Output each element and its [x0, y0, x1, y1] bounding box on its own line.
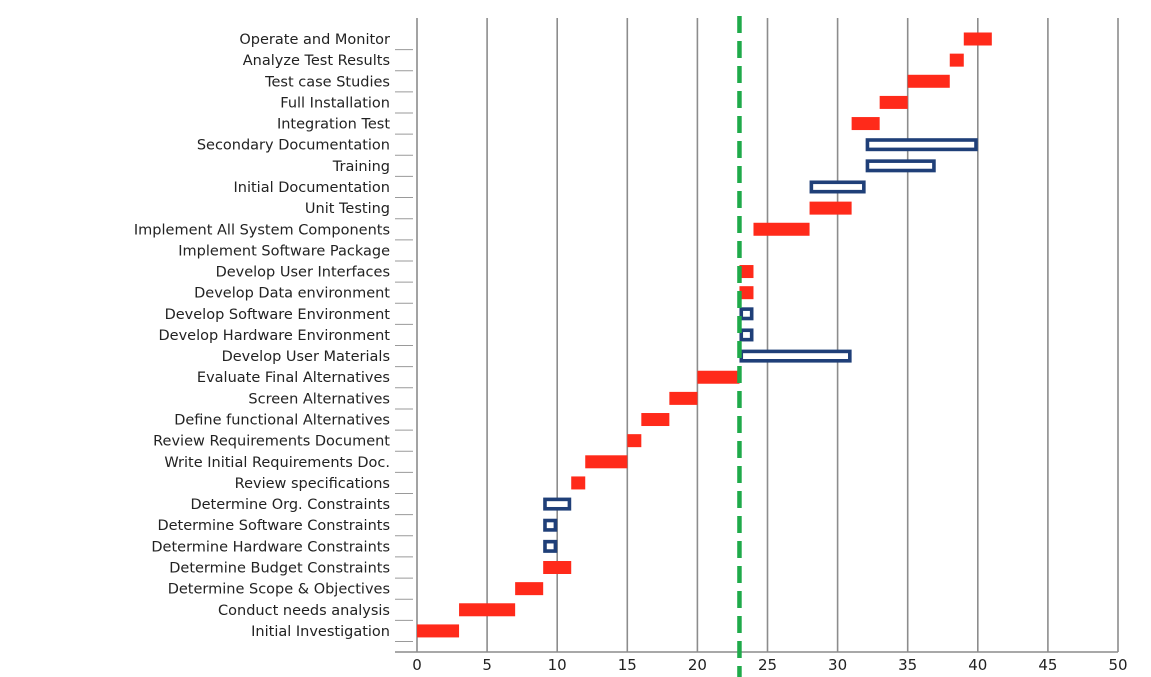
- task-bar-filled: [949, 53, 964, 67]
- task-label: Training: [332, 159, 390, 175]
- grid-lines: [395, 18, 1119, 653]
- task-bar-filled: [417, 624, 460, 638]
- task-label: Test case Studies: [264, 74, 390, 90]
- task-bar-filled: [809, 201, 852, 215]
- x-tick-label: 15: [618, 656, 637, 674]
- task-bar-outline: [739, 307, 754, 321]
- task-bar-filled: [585, 455, 628, 469]
- x-tick-label: 20: [688, 656, 707, 674]
- task-label: Initial Investigation: [251, 624, 390, 640]
- task-label: Develop Software Environment: [165, 307, 391, 323]
- task-bar-filled: [571, 476, 586, 490]
- task-label: Determine Software Constraints: [157, 518, 390, 534]
- x-tick-label: 5: [482, 656, 492, 674]
- task-bar-outline: [865, 138, 978, 152]
- x-tick-label: 35: [898, 656, 917, 674]
- task-bars: [417, 32, 992, 638]
- x-tick-label: 50: [1108, 656, 1127, 674]
- task-bar-filled: [669, 391, 698, 405]
- task-bar-filled: [739, 265, 754, 279]
- x-tick-label: 30: [828, 656, 847, 674]
- task-label: Screen Alternatives: [248, 391, 390, 407]
- task-bar-outline: [809, 180, 866, 194]
- task-label: Analyze Test Results: [243, 53, 390, 69]
- task-label: Develop User Materials: [222, 349, 390, 365]
- task-label: Develop Data environment: [194, 286, 390, 302]
- task-label: Integration Test: [277, 117, 390, 133]
- task-bar-outline: [739, 328, 754, 342]
- task-label: Determine Scope & Objectives: [168, 582, 390, 598]
- task-bar-filled: [963, 32, 992, 46]
- x-tick-label: 40: [968, 656, 987, 674]
- task-bar-outline: [543, 497, 572, 511]
- task-label: Implement All System Components: [134, 222, 390, 238]
- task-bar-filled: [543, 561, 572, 574]
- task-bar-outline: [543, 518, 558, 532]
- task-label: Conduct needs analysis: [218, 603, 390, 619]
- task-bar-filled: [851, 117, 880, 131]
- x-tick-label: 0: [412, 656, 422, 674]
- task-label: Full Installation: [280, 95, 390, 111]
- task-bar-filled: [697, 370, 740, 384]
- task-bar-filled: [753, 222, 810, 236]
- task-label: Review specifications: [235, 476, 390, 492]
- task-label: Evaluate Final Alternatives: [197, 370, 390, 386]
- task-bar-filled: [907, 74, 950, 88]
- task-label: Write Initial Requirements Doc.: [164, 455, 390, 471]
- task-bar-filled: [515, 582, 544, 596]
- task-label: Define functional Alternatives: [174, 413, 390, 429]
- x-tick-label: 45: [1038, 656, 1057, 674]
- task-label: Develop Hardware Environment: [158, 328, 390, 344]
- task-bar-outline: [543, 539, 558, 553]
- task-bar-filled: [459, 603, 516, 617]
- task-label: Operate and Monitor: [239, 32, 390, 48]
- task-label: Review Requirements Document: [153, 434, 390, 450]
- x-tick-label: 25: [758, 656, 777, 674]
- task-label: Initial Documentation: [233, 180, 390, 196]
- task-bar-outline: [865, 159, 936, 173]
- task-label: Determine Budget Constraints: [169, 561, 390, 577]
- task-bar-filled: [641, 413, 670, 427]
- task-label: Secondary Documentation: [197, 138, 390, 154]
- x-tick-label: 10: [548, 656, 567, 674]
- task-label: Determine Org. Constraints: [190, 497, 390, 513]
- x-axis-ticks: 0 5 10 15 20 25 30 35 40 45 50: [412, 656, 1127, 674]
- task-bar-outline: [739, 349, 852, 363]
- task-label: Determine Hardware Constraints: [151, 539, 390, 555]
- task-bar-filled: [627, 434, 642, 448]
- task-label: Unit Testing: [305, 201, 390, 217]
- task-labels: Operate and Monitor Analyze Test Results T…: [134, 32, 390, 640]
- task-label: Develop User Interfaces: [216, 265, 390, 281]
- task-bar-filled: [739, 286, 754, 300]
- task-bar-filled: [879, 95, 908, 109]
- task-label: Implement Software Package: [178, 243, 390, 259]
